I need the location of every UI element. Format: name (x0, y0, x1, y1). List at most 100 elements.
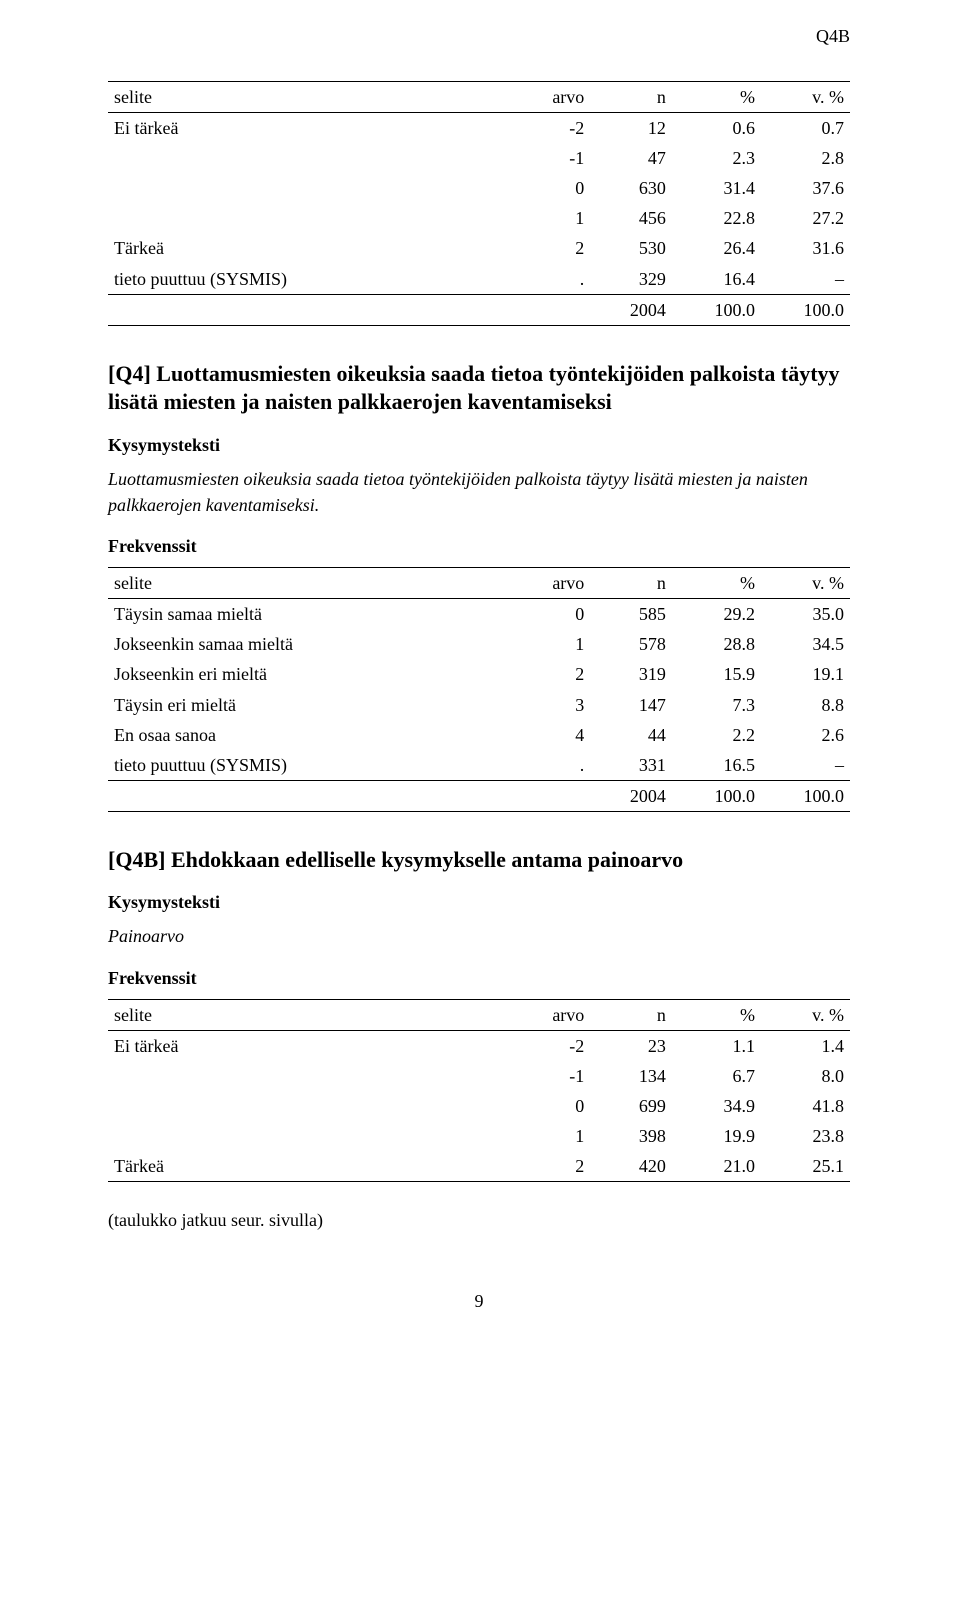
kysymys-label: Kysymysteksti (108, 435, 850, 456)
cell-n: 398 (590, 1121, 672, 1151)
cell-vpct: 8.0 (761, 1061, 850, 1091)
cell-pct: 28.8 (672, 629, 761, 659)
cell-selite: Tärkeä (108, 233, 509, 263)
cell-pct: 26.4 (672, 233, 761, 263)
cell-n: 12 (590, 113, 672, 144)
cell-vpct: 31.6 (761, 233, 850, 263)
table-row: Jokseenkin samaa mieltä 1 578 28.8 34.5 (108, 629, 850, 659)
cell-selite (108, 173, 509, 203)
kysymys-body: Painoarvo (108, 923, 850, 949)
col-arvo: arvo (509, 568, 591, 599)
cell-pct: 31.4 (672, 173, 761, 203)
col-n: n (590, 82, 672, 113)
cell-arvo (509, 780, 591, 811)
cell-vpct: 19.1 (761, 659, 850, 689)
cell-selite: Ei tärkeä (108, 113, 509, 144)
cell-pct: 2.3 (672, 143, 761, 173)
cell-n: 319 (590, 659, 672, 689)
cell-vpct: 8.8 (761, 690, 850, 720)
cell-selite: Jokseenkin samaa mieltä (108, 629, 509, 659)
cell-vpct: 1.4 (761, 1030, 850, 1061)
cell-arvo (509, 294, 591, 325)
cell-selite: tieto puuttuu (SYSMIS) (108, 750, 509, 781)
cell-arvo: 4 (509, 720, 591, 750)
cell-arvo: 1 (509, 1121, 591, 1151)
cell-n: 699 (590, 1091, 672, 1121)
cell-selite (108, 294, 509, 325)
cell-pct: 7.3 (672, 690, 761, 720)
col-selite: selite (108, 82, 509, 113)
cell-vpct: 23.8 (761, 1121, 850, 1151)
table-row: Ei tärkeä -2 12 0.6 0.7 (108, 113, 850, 144)
table-row: Ei tärkeä -2 23 1.1 1.4 (108, 1030, 850, 1061)
cell-n: 630 (590, 173, 672, 203)
col-n: n (590, 568, 672, 599)
cell-pct: 16.5 (672, 750, 761, 781)
table-row: Tärkeä 2 420 21.0 25.1 (108, 1151, 850, 1182)
col-vpct: v. % (761, 568, 850, 599)
page-corner-tag: Q4B (108, 26, 850, 47)
cell-selite: Täysin eri mieltä (108, 690, 509, 720)
cell-n: 585 (590, 599, 672, 630)
cell-n: 44 (590, 720, 672, 750)
cell-arvo: 1 (509, 629, 591, 659)
cell-arvo: -2 (509, 1030, 591, 1061)
table-row: Jokseenkin eri mieltä 2 319 15.9 19.1 (108, 659, 850, 689)
cell-arvo: 0 (509, 173, 591, 203)
cell-arvo: 2 (509, 233, 591, 263)
cell-selite (108, 1121, 509, 1151)
cell-selite (108, 1091, 509, 1121)
cell-n: 578 (590, 629, 672, 659)
cell-arvo: 3 (509, 690, 591, 720)
table-row: 0 630 31.4 37.6 (108, 173, 850, 203)
cell-selite: Jokseenkin eri mieltä (108, 659, 509, 689)
cell-pct: 19.9 (672, 1121, 761, 1151)
cell-n: 530 (590, 233, 672, 263)
cell-selite: Ei tärkeä (108, 1030, 509, 1061)
col-arvo: arvo (509, 82, 591, 113)
table-row: Täysin eri mieltä 3 147 7.3 8.8 (108, 690, 850, 720)
cell-n: 23 (590, 1030, 672, 1061)
cell-vpct: 100.0 (761, 780, 850, 811)
cell-pct: 22.8 (672, 203, 761, 233)
col-vpct: v. % (761, 999, 850, 1030)
table-header-row: selite arvo n % v. % (108, 82, 850, 113)
table-total-row: 2004 100.0 100.0 (108, 294, 850, 325)
table-row: 1 398 19.9 23.8 (108, 1121, 850, 1151)
col-n: n (590, 999, 672, 1030)
col-selite: selite (108, 568, 509, 599)
cell-vpct: 41.8 (761, 1091, 850, 1121)
cell-selite (108, 780, 509, 811)
table-row: -1 134 6.7 8.0 (108, 1061, 850, 1091)
cell-arvo: -2 (509, 113, 591, 144)
cell-pct: 2.2 (672, 720, 761, 750)
freq-table-2: selite arvo n % v. % Täysin samaa mieltä… (108, 567, 850, 812)
cell-vpct: 2.8 (761, 143, 850, 173)
cell-pct: 16.4 (672, 264, 761, 295)
col-pct: % (672, 82, 761, 113)
col-pct: % (672, 999, 761, 1030)
cell-n: 134 (590, 1061, 672, 1091)
cell-n: 456 (590, 203, 672, 233)
cell-arvo: -1 (509, 143, 591, 173)
table-row: Tärkeä 2 530 26.4 31.6 (108, 233, 850, 263)
table-total-row: 2004 100.0 100.0 (108, 780, 850, 811)
table-header-row: selite arvo n % v. % (108, 568, 850, 599)
section-title-q4b: [Q4B] Ehdokkaan edelliselle kysymykselle… (108, 846, 850, 875)
cell-selite: En osaa sanoa (108, 720, 509, 750)
kysymys-label: Kysymysteksti (108, 892, 850, 913)
cell-arvo: 2 (509, 659, 591, 689)
cell-vpct: 34.5 (761, 629, 850, 659)
cell-vpct: 100.0 (761, 294, 850, 325)
frekvenssit-label: Frekvenssit (108, 968, 850, 989)
cell-selite (108, 203, 509, 233)
table-row: Täysin samaa mieltä 0 585 29.2 35.0 (108, 599, 850, 630)
cell-n: 2004 (590, 294, 672, 325)
cell-arvo: . (509, 750, 591, 781)
cell-selite: tieto puuttuu (SYSMIS) (108, 264, 509, 295)
frekvenssit-label: Frekvenssit (108, 536, 850, 557)
cell-vpct: 25.1 (761, 1151, 850, 1182)
table-row: 0 699 34.9 41.8 (108, 1091, 850, 1121)
freq-table-1: selite arvo n % v. % Ei tärkeä -2 12 0.6… (108, 81, 850, 326)
cell-pct: 100.0 (672, 294, 761, 325)
